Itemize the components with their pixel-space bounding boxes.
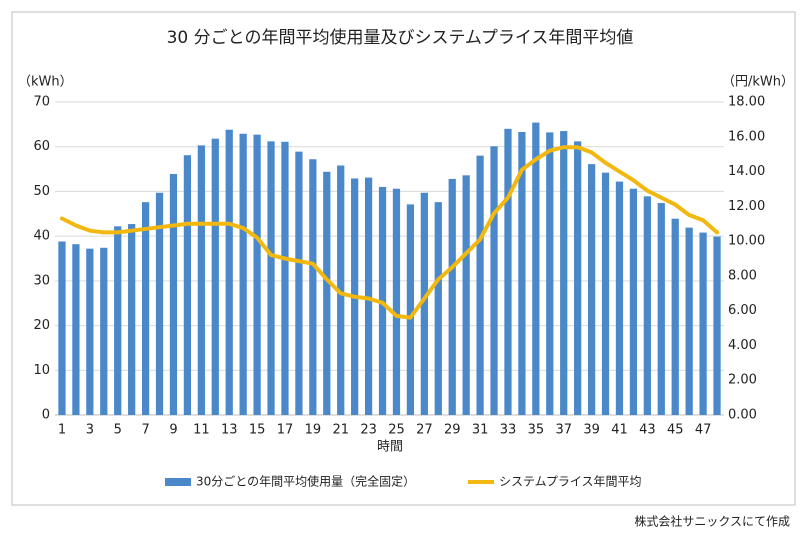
y-tick-label: 70: [33, 95, 50, 110]
x-tick-label: 45: [667, 423, 684, 438]
x-tick-label: 39: [583, 423, 600, 438]
bar: [337, 165, 345, 415]
bar: [615, 181, 624, 415]
legend-label: システムプライス年間平均: [499, 475, 642, 489]
bar: [574, 141, 582, 415]
bar: [128, 224, 136, 415]
y-tick-label: 30: [33, 273, 50, 288]
legend-swatch: [165, 478, 191, 486]
bar: [462, 175, 470, 415]
bar: [114, 226, 122, 415]
x-tick-label: 1: [58, 423, 66, 438]
y-tick-label: 50: [33, 184, 50, 199]
bar: [504, 128, 512, 416]
bar: [364, 177, 373, 415]
bar: [225, 129, 233, 416]
y-tick-label: 60: [33, 139, 50, 154]
x-tick-label: 11: [193, 423, 210, 438]
x-tick-label: 33: [500, 423, 517, 438]
bar: [434, 202, 442, 415]
bar: [309, 159, 317, 415]
bar: [267, 141, 275, 415]
bar: [86, 248, 94, 415]
x-tick-label: 43: [639, 423, 656, 438]
bar: [643, 196, 651, 415]
y2-tick-label: 16.00: [728, 129, 765, 144]
bar: [58, 241, 66, 415]
y2-axis-title: （円/kWh）: [722, 75, 794, 90]
x-tick-label: 3: [86, 423, 94, 438]
bar: [420, 192, 428, 415]
y2-tick-label: 18.00: [728, 95, 765, 110]
x-tick-label: 13: [221, 423, 238, 438]
y-tick-label: 10: [33, 363, 50, 378]
x-tick-label: 25: [388, 423, 405, 438]
bar: [253, 134, 261, 416]
bar: [281, 141, 289, 415]
x-tick-label: 41: [611, 423, 628, 438]
bar: [629, 188, 638, 415]
bar: [392, 188, 401, 415]
x-tick-label: 19: [305, 423, 322, 438]
bar: [490, 146, 498, 415]
bar: [671, 218, 679, 415]
x-axis-title: 時間: [377, 440, 403, 455]
y2-tick-label: 4.00: [728, 338, 757, 353]
y2-tick-label: 12.00: [728, 199, 765, 214]
bar: [713, 236, 721, 415]
bar: [587, 164, 596, 415]
bar: [685, 227, 693, 415]
bar: [406, 204, 415, 415]
x-tick-label: 21: [332, 423, 349, 438]
x-tick-label: 47: [695, 423, 712, 438]
x-tick-label: 7: [141, 423, 149, 438]
x-tick-label: 17: [277, 423, 294, 438]
line: [59, 145, 720, 320]
bar: [211, 138, 219, 415]
bar: [601, 172, 610, 415]
bar: [518, 131, 526, 416]
x-tick-label: 5: [114, 423, 122, 438]
y-axis-title: （kWh）: [18, 75, 73, 90]
y2-tick-label: 6.00: [728, 303, 757, 318]
bar: [239, 133, 247, 416]
x-tick-label: 23: [360, 423, 377, 438]
chart-title: 30 分ごとの年間平均使用量及びシステムプライス年間平均値: [167, 27, 634, 48]
y2-tick-label: 10.00: [728, 234, 765, 249]
y2-tick-label: 2.00: [728, 373, 757, 388]
legend-label: 30分ごとの年間平均使用量（完全固定）: [196, 474, 415, 489]
bar: [699, 232, 707, 415]
bar: [72, 244, 80, 415]
source-note: 株式会社サニックスにて作成: [634, 514, 790, 529]
bar: [476, 155, 484, 415]
y-tick-label: 20: [33, 318, 50, 333]
bar: [197, 145, 205, 415]
bar: [100, 247, 108, 415]
bar: [295, 151, 303, 415]
y2-tick-label: 14.00: [728, 164, 765, 179]
bar: [323, 171, 331, 415]
x-tick-label: 15: [249, 423, 266, 438]
x-tick-label: 31: [472, 423, 489, 438]
y2-tick-label: 0.00: [728, 408, 757, 423]
x-tick-label: 35: [528, 423, 545, 438]
bar: [141, 202, 150, 415]
bar: [546, 132, 554, 416]
x-tick-label: 29: [444, 423, 461, 438]
bar: [657, 203, 665, 415]
x-tick-label: 9: [169, 423, 177, 438]
y-tick-label: 0: [42, 408, 50, 423]
bar: [532, 122, 540, 415]
bar: [169, 173, 178, 415]
bar: [183, 155, 192, 415]
x-tick-label: 37: [555, 423, 572, 438]
y-tick-label: 40: [33, 229, 50, 244]
x-tick-label: 27: [416, 423, 433, 438]
bar: [560, 131, 568, 416]
bar: [448, 178, 456, 415]
bar: [155, 192, 164, 415]
y2-tick-label: 8.00: [728, 268, 757, 283]
